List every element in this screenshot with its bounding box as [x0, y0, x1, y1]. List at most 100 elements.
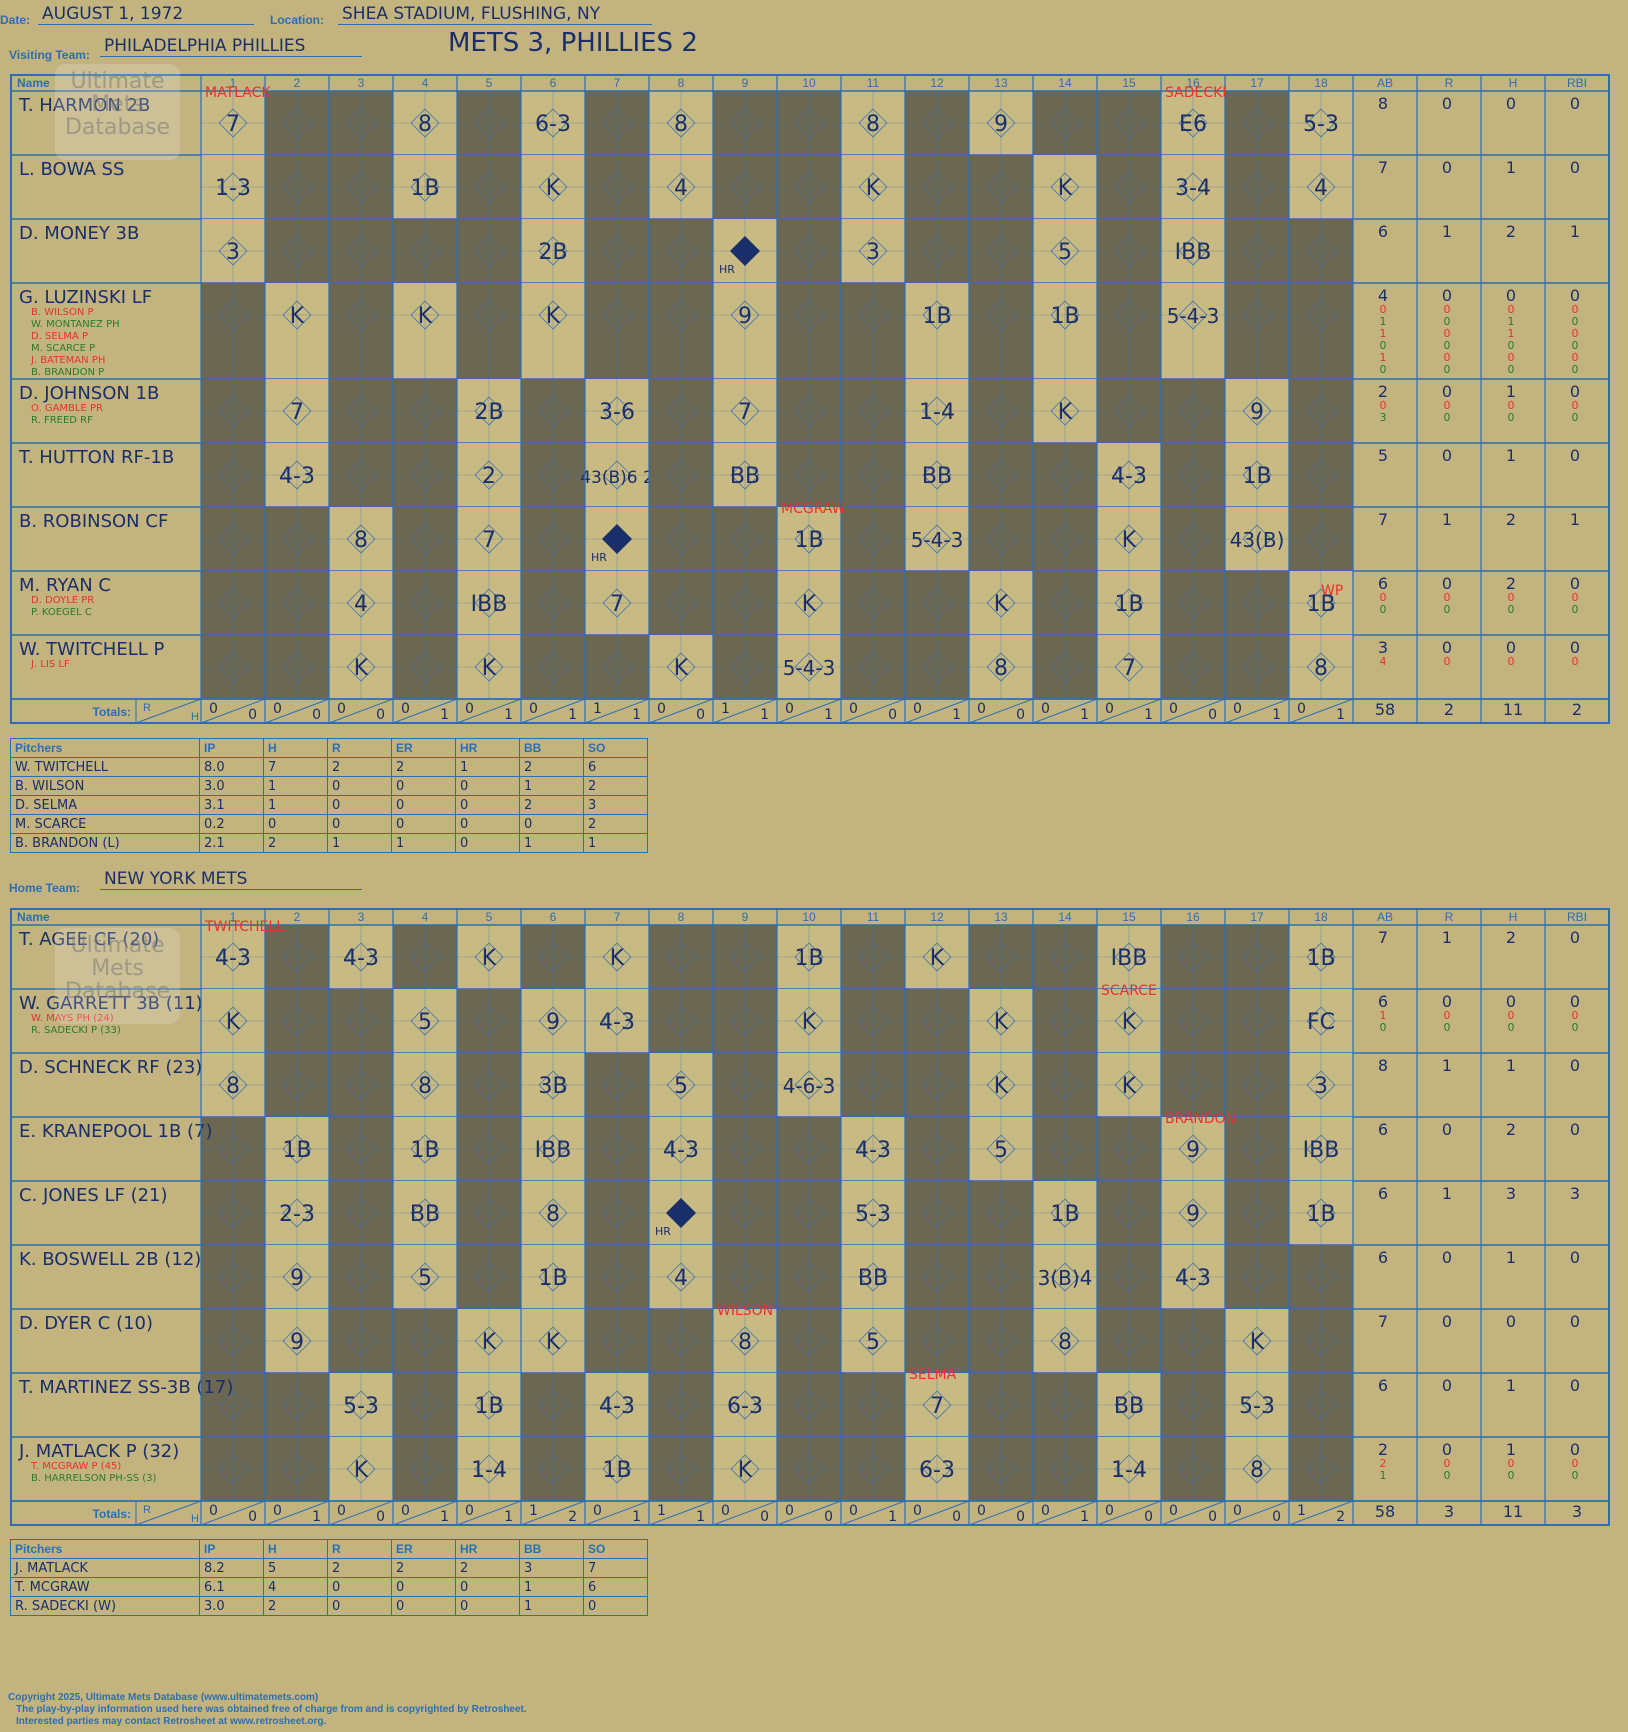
stat-value: 2 — [1506, 574, 1516, 593]
stat-value: 0 — [1572, 591, 1579, 604]
play-notation: IBB — [1111, 946, 1148, 971]
inning-hits: 0 — [1208, 1509, 1217, 1525]
stat-value: 1 — [1380, 1469, 1387, 1482]
stat-value: 0 — [1570, 382, 1580, 401]
batter-name: L. BOWA SS — [19, 159, 124, 180]
pitcher-stat: 0 — [327, 776, 392, 796]
play-notation: HR — [655, 1225, 671, 1238]
pitcher-column-header: BB — [519, 1539, 584, 1559]
stat-value: 0 — [1442, 574, 1452, 593]
stat-value: 1 — [1442, 510, 1452, 529]
pitcher-change-note: WILSON — [717, 1303, 773, 1319]
stat-value: 2 — [1506, 222, 1516, 241]
play-notation: K — [546, 176, 561, 201]
inning-hits: 0 — [760, 1509, 769, 1525]
pitcher-stat: M. SCARCE — [10, 814, 200, 834]
total-stat: 3 — [1572, 1502, 1582, 1521]
inning-hits: 0 — [1208, 707, 1217, 723]
inning-runs: 1 — [721, 701, 730, 717]
home-scorecard: Name 1 2 3 4 5 6 7 8 9 10 11 12 13 14 15 16 17 18 AB R H RBI 4-… — [10, 908, 1610, 1526]
inning-header: 5 — [486, 76, 493, 90]
batter-name: D. SCHNECK RF (23) — [19, 1057, 202, 1078]
play-notation: 7 — [482, 528, 496, 553]
inning-runs: 1 — [593, 701, 602, 717]
stat-value: 0 — [1380, 303, 1387, 316]
pitcher-stat: 5 — [263, 1558, 328, 1578]
inning-runs: 0 — [1169, 701, 1178, 717]
inning-total-slash — [1224, 1500, 1290, 1526]
score-title: METS 3, PHILLIES 2 — [448, 28, 698, 58]
play-notation: 5-3 — [343, 1394, 379, 1419]
totals-slash — [135, 1500, 202, 1526]
stat-value: 1 — [1570, 222, 1580, 241]
watermark-logo-home: Ultimate Mets Database — [55, 928, 180, 1024]
pitcher-stat: 0 — [519, 814, 584, 834]
inning-runs: 0 — [849, 701, 858, 717]
totals-h-key: H — [191, 1513, 199, 1525]
play-notation: 5 — [994, 1138, 1008, 1163]
stat-value: 1 — [1506, 1056, 1516, 1075]
pitcher-stat: 0 — [455, 795, 520, 815]
stat-value: 0 — [1572, 1021, 1579, 1034]
pitcher-column-header: H — [263, 738, 328, 758]
inning-runs: 0 — [1105, 1503, 1114, 1519]
play-notation: 1B — [1306, 1202, 1335, 1227]
stat-value: 0 — [1570, 94, 1580, 113]
play-notation: BB — [410, 1202, 440, 1227]
inning-header: 4 — [422, 910, 429, 924]
play-notation: K — [994, 592, 1009, 617]
inning-hits: 1 — [504, 707, 513, 723]
inning-header: 12 — [930, 910, 944, 924]
inning-total-slash — [840, 1500, 906, 1526]
pitcher-stat: 2 — [263, 833, 328, 853]
inning-total-slash — [456, 1500, 522, 1526]
inning-runs: 0 — [209, 701, 218, 717]
inning-header: 2 — [294, 76, 301, 90]
pitcher-stat: 0 — [391, 814, 456, 834]
play-notation: K — [482, 946, 497, 971]
play-notation: K — [866, 176, 881, 201]
stat-value: 0 — [1570, 158, 1580, 177]
play-notation: 1B — [794, 946, 823, 971]
stat-value: 7 — [1378, 510, 1388, 529]
stat-value: 6 — [1378, 1184, 1388, 1203]
pitcher-stat: 6 — [583, 1577, 648, 1597]
pitcher-stat: 1 — [455, 757, 520, 777]
stat-value: 3 — [1570, 1184, 1580, 1203]
stat-value: 0 — [1380, 1021, 1387, 1034]
stat-value: 0 — [1380, 363, 1387, 376]
play-notation: 5 — [418, 1010, 432, 1035]
inning-header: 6 — [550, 76, 557, 90]
inning-runs: 1 — [1297, 1503, 1306, 1519]
play-notation: 7 — [610, 592, 624, 617]
stat-value: 0 — [1508, 1457, 1515, 1470]
footer-line-1: Copyright 2025, Ultimate Mets Database (… — [8, 1692, 319, 1703]
play-notation: K — [1058, 176, 1073, 201]
inning-header: 8 — [678, 910, 685, 924]
stat-value: 6 — [1378, 574, 1388, 593]
stat-value: 7 — [1378, 158, 1388, 177]
substitute-name: B. WILSON P — [31, 307, 94, 318]
pitcher-column-header: BB — [519, 738, 584, 758]
batter-name: M. RYAN C — [19, 575, 111, 596]
substitute-name: J. BATEMAN PH — [30, 355, 105, 366]
inning-hits: 0 — [248, 1509, 257, 1525]
pitcher-stat: J. MATLACK — [10, 1558, 200, 1578]
pitcher-row: W. TWITCHELL 8.0 7 2 2 1 2 6 — [10, 757, 648, 777]
play-notation: 2B — [474, 400, 503, 425]
stat-value: 0 — [1508, 411, 1515, 424]
inning-runs: 0 — [977, 1503, 986, 1519]
pitcher-change-note: WP — [1321, 583, 1343, 599]
inning-runs: 0 — [529, 701, 538, 717]
play-notation: 4-3 — [279, 464, 315, 489]
play-notation: 3B — [538, 1074, 567, 1099]
stat-value: 0 — [1444, 1009, 1451, 1022]
pitcher-change-note: SCARCE — [1101, 983, 1157, 999]
batter-name: D. DYER C (10) — [19, 1313, 153, 1334]
play-notation: K — [226, 1010, 241, 1035]
inning-hits: 1 — [504, 1509, 513, 1525]
pitcher-row: M. SCARCE 0.2 0 0 0 0 0 2 — [10, 814, 648, 834]
home-run-diamond — [730, 236, 760, 266]
play-notation: 1-4 — [471, 1458, 507, 1483]
stat-value: 0 — [1444, 655, 1451, 668]
